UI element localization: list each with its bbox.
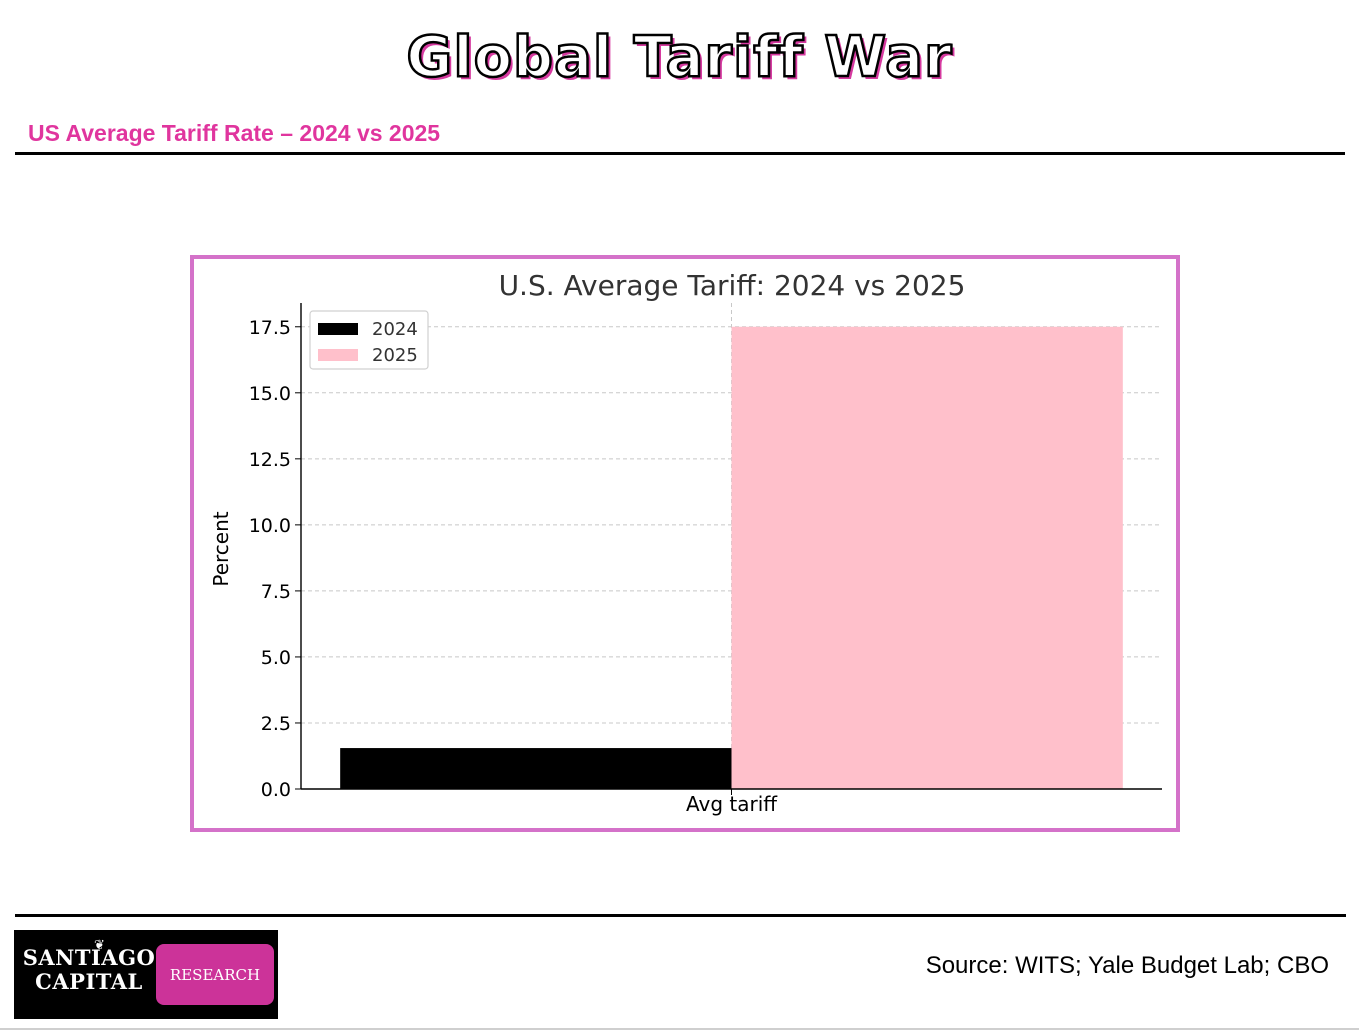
slide-title: Global Tariff War	[405, 24, 953, 92]
legend-swatch-2024	[318, 323, 358, 335]
y-tick-label: 15.0	[249, 383, 291, 405]
bottom-divider	[15, 914, 1346, 917]
y-tick-label: 10.0	[249, 515, 291, 537]
x-ticks: Avg tariff	[686, 789, 778, 816]
legend: 2024 2025	[309, 310, 429, 370]
y-axis-label: Percent	[209, 511, 233, 586]
research-badge: RESEARCH	[156, 944, 274, 1005]
source-note: Source: WITS; Yale Budget Lab; CBO	[925, 952, 1329, 979]
y-tick-label: 17.5	[249, 317, 291, 339]
bar-chart: U.S. Average Tariff: 2024 vs 2025 Percen…	[209, 269, 1162, 816]
legend-label-2024: 2024	[372, 319, 418, 340]
chart-frame: U.S. Average Tariff: 2024 vs 2025 Percen…	[190, 255, 1180, 832]
logo-line-1: SANTIAGO	[22, 945, 156, 970]
bars	[340, 326, 1123, 789]
top-divider	[15, 152, 1345, 155]
logo-line-2: CAPITAL	[35, 969, 143, 994]
y-tick-label: 0.0	[261, 779, 291, 801]
slide-subtitle: US Average Tariff Rate – 2024 vs 2025	[28, 120, 441, 146]
y-tick-label: 12.5	[249, 449, 291, 471]
x-tick-label: Avg tariff	[686, 792, 778, 816]
bar-2024	[340, 748, 732, 789]
page-bottom-edge	[0, 1028, 1359, 1030]
bar-2025	[731, 326, 1123, 789]
legend-swatch-2025	[318, 349, 358, 361]
y-tick-label: 2.5	[261, 713, 291, 735]
chart-title: U.S. Average Tariff: 2024 vs 2025	[499, 269, 966, 302]
logo-name: SANTIAGO CAPITAL	[18, 946, 160, 994]
legend-label-2025: 2025	[372, 345, 418, 366]
y-ticks: 0.0 2.5 5.0 7.5 10.0 12.5 15.0 17.5	[249, 317, 301, 801]
y-tick-label: 7.5	[261, 581, 291, 603]
scallop-shell-icon: ❦	[94, 938, 105, 953]
y-tick-label: 5.0	[261, 647, 291, 669]
santiago-capital-logo: ❦ SANTIAGO CAPITAL RESEARCH	[14, 930, 278, 1019]
